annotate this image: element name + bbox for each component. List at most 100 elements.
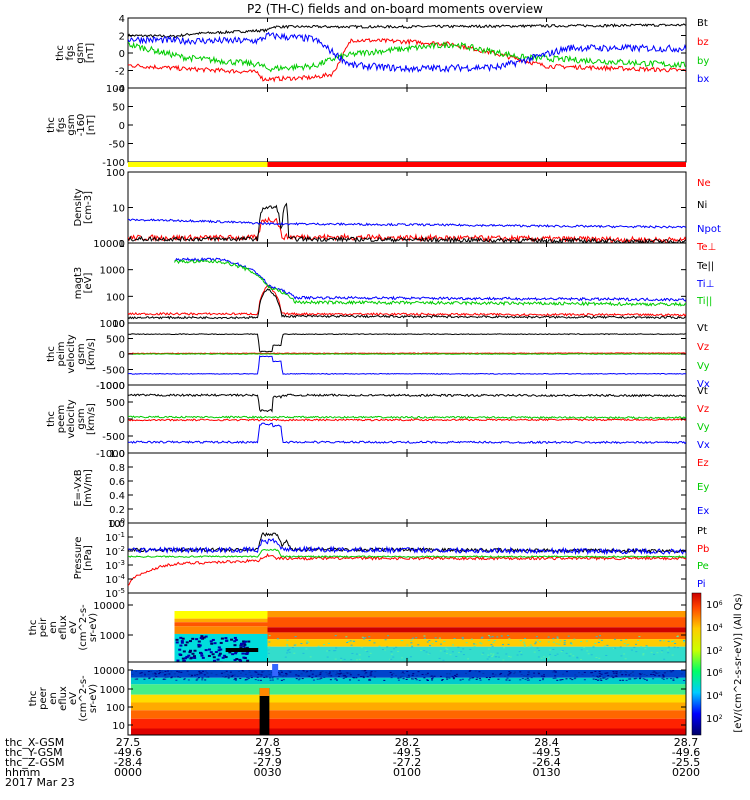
footer-label-3: hhmm xyxy=(5,766,40,779)
ytick-peir_spec-0: 10000 xyxy=(93,601,125,612)
svg-text:[km/s]: [km/s] xyxy=(86,338,97,370)
svg-text:E=-VxB: E=-VxB xyxy=(73,469,84,506)
legend-pressure-3: Pi xyxy=(697,579,706,590)
legend-fgs-1: bz xyxy=(697,37,709,48)
footer-value-3-4: 0200 xyxy=(672,766,700,779)
ytick-mag_temp-3: 10 xyxy=(112,319,125,330)
ytick-peim_vel-3: -500 xyxy=(102,366,125,377)
series-fgs-2 xyxy=(128,41,686,73)
svg-text:gsm: gsm xyxy=(66,114,77,135)
legend-peim_vel-1: Vz xyxy=(697,342,709,353)
ytick-fgs_hi-2: 0 xyxy=(119,121,125,132)
svg-text:[eV]: [eV] xyxy=(83,273,94,294)
ylabel-density: Density [cm-3] xyxy=(73,188,94,226)
ytick-efield-0: 1.0 xyxy=(109,449,125,460)
svg-text:en: en xyxy=(48,621,59,634)
colorbar-bar xyxy=(691,592,702,736)
svg-text:en: en xyxy=(48,692,59,705)
svg-text:thc: thc xyxy=(28,691,39,707)
series-fgs-3 xyxy=(128,31,686,74)
ytick-density-1: 10 xyxy=(112,204,125,215)
ytick-fgs-3: -2 xyxy=(115,67,125,78)
footer-axis-table: thc_X-GSM 27.5 27.8 28.2 28.4 28.7 thc_Y-GSM -4… xyxy=(5,736,700,789)
colorbar-tick-2: 102 xyxy=(706,646,723,658)
footer-value-3-0: 0000 xyxy=(114,766,142,779)
footer-value-3-2: 0100 xyxy=(393,766,421,779)
svg-text:thc: thc xyxy=(55,45,66,61)
panel-density: Ne Ni Npot 100 10 1 Density [cm-3] xyxy=(73,168,721,250)
mode-bar-yellow xyxy=(128,162,268,167)
footer-value-2-0: -28.4 xyxy=(114,756,142,769)
svg-text:gsm: gsm xyxy=(76,343,87,364)
svg-text:fgs: fgs xyxy=(56,117,67,132)
series-peem_vel-2 xyxy=(128,415,686,420)
ytick-pressure-2: 10-2 xyxy=(105,545,125,558)
legend-mag_temp-3: Ti|| xyxy=(696,296,712,307)
ytick-pressure-4: 10-4 xyxy=(105,573,125,586)
legend-density-1: Ni xyxy=(697,200,707,211)
ytick-mag_temp-1: 1000 xyxy=(100,266,125,277)
series-peim_vel-1 xyxy=(128,352,686,355)
svg-text:[nT]: [nT] xyxy=(86,115,97,135)
footer-value-0-1: 27.8 xyxy=(255,736,280,749)
ylabel-mag_temp: magt3 [eV] xyxy=(73,267,94,300)
footer-value-1-4: -49.6 xyxy=(672,746,700,759)
series-fgs-1 xyxy=(128,37,686,83)
legend-fgs-0: Bt xyxy=(697,18,708,29)
svg-text:sr-eV): sr-eV) xyxy=(88,684,99,713)
series-peem_vel-1 xyxy=(128,418,686,422)
ytick-peim_vel-0: 1000 xyxy=(100,319,125,330)
legend-peim_vel-2: Vy xyxy=(697,361,710,372)
svg-text:Density: Density xyxy=(73,188,84,226)
legend-peim_vel-0: Vt xyxy=(697,323,708,334)
svg-text:[cm-3]: [cm-3] xyxy=(83,191,94,224)
legend-pressure-2: Pe xyxy=(697,561,709,572)
ytick-efield-5: 0.0 xyxy=(109,519,125,530)
ylabel-efield: E=-VxB [mV/m] xyxy=(73,469,94,507)
ylabel-peer_spec: thc peer en eflux eV (cm^2-s-sr-eV) xyxy=(28,675,99,722)
footer-label-2: thc_Z-GSM xyxy=(5,756,65,769)
footer-value-2-4: -25.5 xyxy=(672,756,700,769)
ylabel-fgs_hi: thc fgs gsm -160 [nT] xyxy=(46,114,97,137)
ylabel-pressure: Pressure [nPa] xyxy=(73,537,94,580)
svg-text:eflux: eflux xyxy=(58,686,69,711)
svg-text:thc: thc xyxy=(28,620,39,636)
ytick-fgs-0: 4 xyxy=(119,14,125,25)
legend-density-0: Ne xyxy=(697,178,711,189)
legend-fgs-3: bx xyxy=(697,74,709,85)
legend-mag_temp-1: Te|| xyxy=(696,261,714,272)
panel-peer_spec: 10000 1000 100 10 thc peer en eflux eV (cm^2-s-sr… xyxy=(28,661,687,736)
svg-text:peer: peer xyxy=(38,686,49,710)
ytick-efield-1: 0.8 xyxy=(109,463,125,474)
ytick-fgs_hi-4: -100 xyxy=(102,158,125,169)
ytick-peim_vel-1: 500 xyxy=(106,335,125,346)
series-peim_vel-0 xyxy=(128,333,686,353)
colorbar: 106 104 102 106 104 102 [eV/(cm^2-s-sr-eV)] (A… xyxy=(691,592,744,736)
footer-value-1-2: -49.5 xyxy=(393,746,421,759)
panel-peem_vel: Vt Vz Vy Vx 1000 500 0 -500 -1000 thc peem velocity… xyxy=(46,381,710,460)
legend-pressure-1: Pb xyxy=(697,544,709,555)
series-mag_temp-1 xyxy=(128,288,686,320)
spectrogram-peir_spec xyxy=(174,611,686,662)
footer-value-0-3: 28.4 xyxy=(534,736,559,749)
ytick-peer_spec-2: 100 xyxy=(106,703,125,714)
svg-text:[nT]: [nT] xyxy=(85,43,96,63)
svg-text:velocity: velocity xyxy=(66,399,77,438)
ytick-efield-3: 0.4 xyxy=(109,491,125,502)
mode-bar-red xyxy=(267,162,686,167)
series-fgs-0 xyxy=(128,23,686,39)
svg-text:fgs: fgs xyxy=(65,45,76,60)
ytick-peer_spec-1: 1000 xyxy=(100,685,125,696)
ytick-density-2: 1 xyxy=(119,239,125,250)
footer-value-2-2: -27.2 xyxy=(393,756,421,769)
legend-peim_vel-3: Vx xyxy=(697,379,710,390)
svg-text:thc: thc xyxy=(46,411,57,427)
series-pressure-0 xyxy=(128,532,686,554)
frame-mag_temp xyxy=(127,242,687,324)
svg-text:peem: peem xyxy=(56,405,67,433)
svg-text:eV: eV xyxy=(68,621,79,634)
svg-text:peim: peim xyxy=(56,341,67,366)
ylabel-peem_vel: thc peem velocity gsm [km/s] xyxy=(46,399,97,438)
svg-text:-160: -160 xyxy=(76,114,87,137)
